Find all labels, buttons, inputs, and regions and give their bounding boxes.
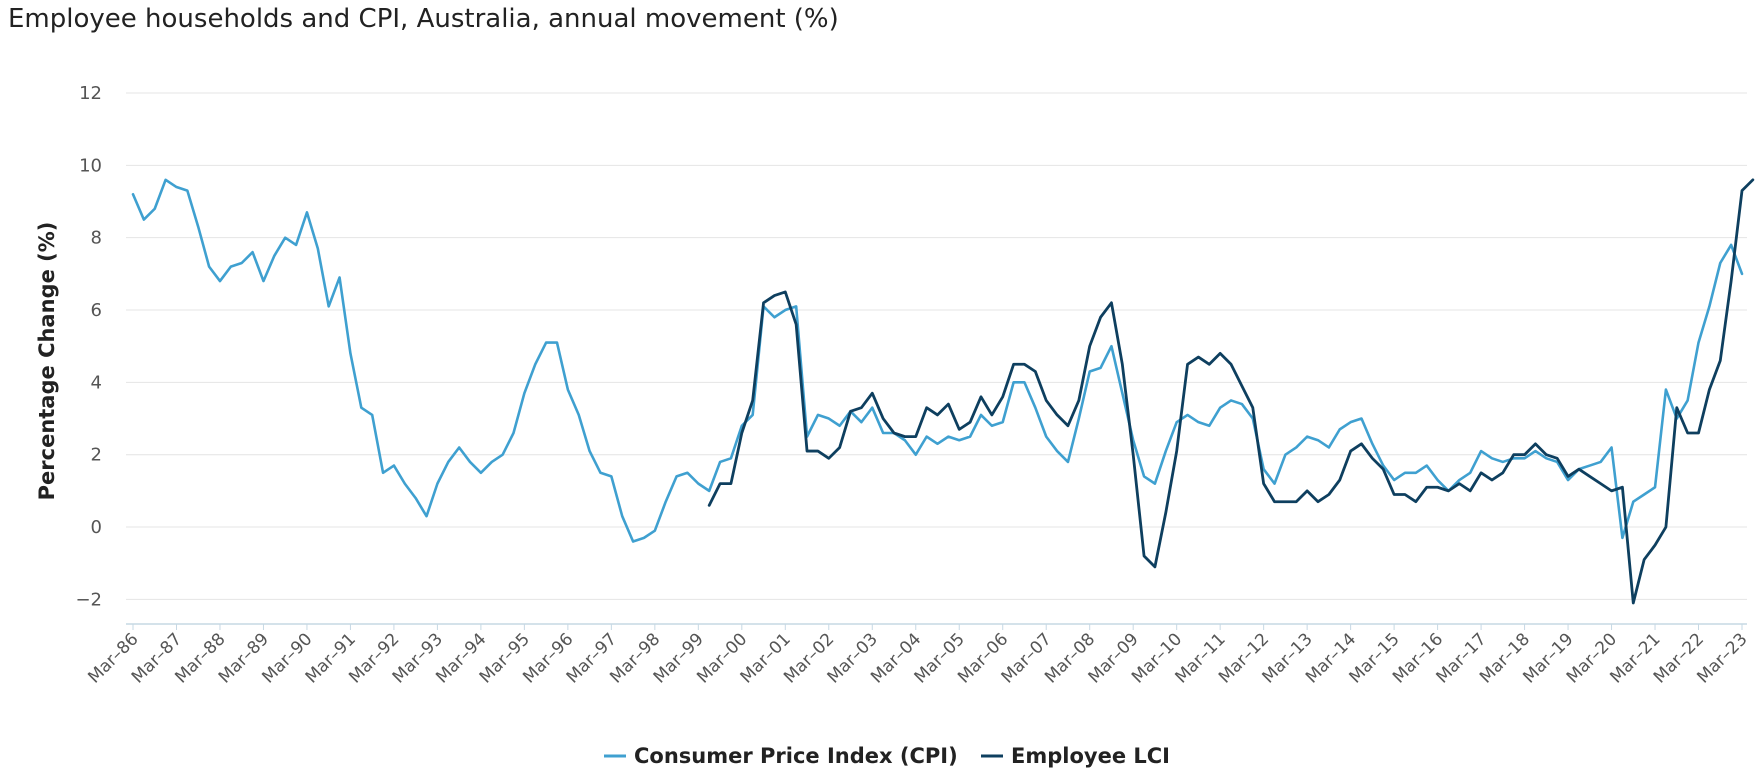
- gridlines: [126, 92, 1747, 600]
- y-tick-label: 8: [91, 228, 102, 249]
- series-lines: [131, 178, 1755, 605]
- y-tick-label: 0: [91, 517, 102, 538]
- chart-title: Employee households and CPI, Australia, …: [8, 4, 839, 34]
- legend-item-cpi[interactable]: Consumer Price Index (CPI): [604, 744, 958, 768]
- y-tick-label: 2: [91, 445, 102, 466]
- y-axis-ticks: −2 0 2 4 6 8 10 12: [75, 83, 102, 610]
- series-line-employee-lci: [707, 178, 1755, 605]
- y-tick-label: 10: [79, 155, 102, 176]
- y-tick-label: 12: [79, 83, 102, 104]
- y-tick-label: −2: [75, 589, 102, 610]
- y-tick-label: 4: [91, 372, 102, 393]
- legend-label: Consumer Price Index (CPI): [634, 744, 958, 768]
- legend-label: Employee LCI: [1011, 744, 1170, 768]
- legend-item-employee-lci[interactable]: Employee LCI: [981, 744, 1170, 768]
- y-axis-label: Percentage Change (%): [35, 222, 59, 501]
- x-axis-ticks: Mar–86Mar–87Mar–88Mar–89Mar–90Mar–91Mar–…: [84, 624, 1752, 688]
- series-line-cpi: [131, 178, 1744, 543]
- y-tick-label: 6: [91, 300, 102, 321]
- legend[interactable]: Consumer Price Index (CPI) Employee LCI: [604, 744, 1170, 768]
